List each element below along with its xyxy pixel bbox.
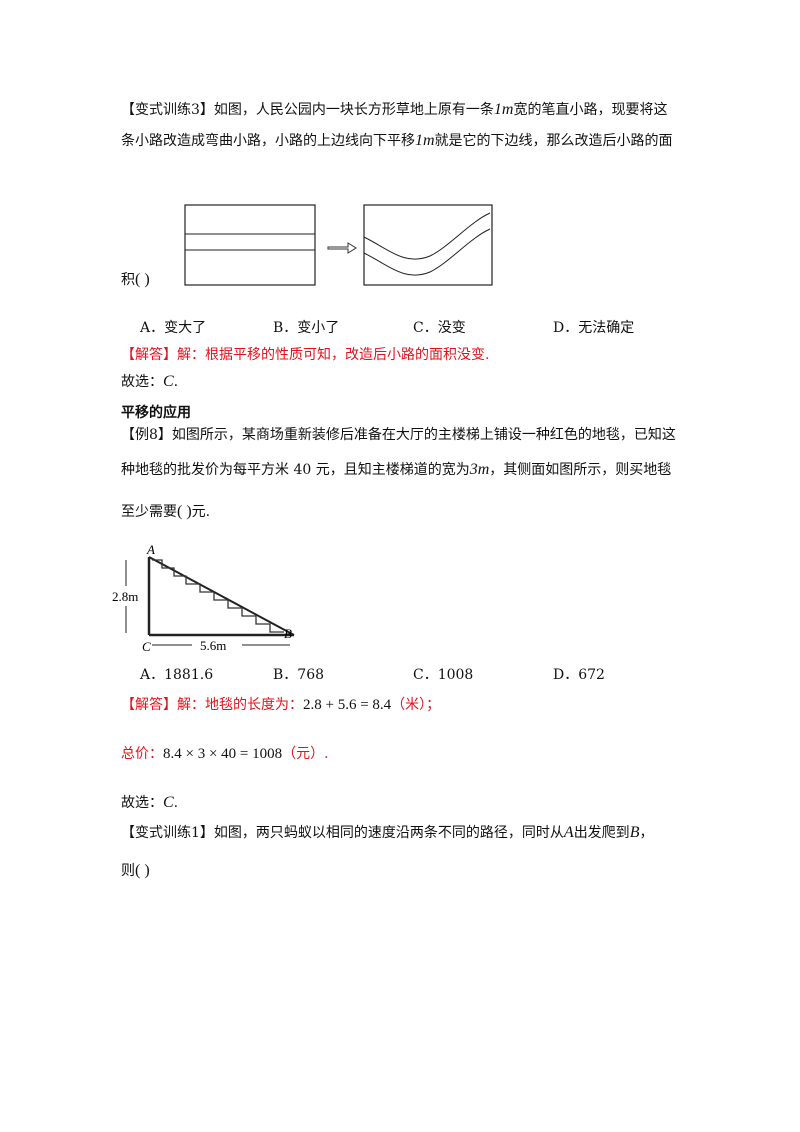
choice-label: 故选： <box>121 795 163 811</box>
total-label: 总价： <box>121 746 163 762</box>
unit-1m: 1m <box>415 132 435 149</box>
path-transformation-figure <box>184 204 493 286</box>
right-arrow-icon <box>327 242 357 254</box>
option-a: A．变大了 <box>140 320 207 336</box>
point-b: B <box>629 824 640 841</box>
curved-path-bottom <box>363 228 491 276</box>
exercise3-choice: 故选：C. <box>121 372 178 392</box>
exercise3-line2: 条小路改造成弯曲小路，小路的上边线向下平移1m就是它的下边线，那么改造后小路的面 <box>121 131 673 151</box>
example8-line1: 【例8】如图所示，某商场重新装修后准备在大厅的主楼梯上铺设一种红色的地毯，已知这 <box>121 427 676 443</box>
choice-suffix: . <box>173 795 179 811</box>
answer-blank: ( ) <box>135 862 150 879</box>
unit-3m: 3m <box>469 461 490 478</box>
example8-text: 种地毯的批发价为每平方米 40 元，且知主楼梯道的宽为 <box>121 462 470 478</box>
exercise1-text: 出发爬到 <box>573 825 630 841</box>
exercise3-text: 宽的笔直小路，现要将这 <box>513 102 668 118</box>
option-a: A．1881.6 <box>140 667 214 683</box>
label-b: B <box>284 626 292 641</box>
exercise3-answer: 【解答】解：根据平移的性质可知，改造后小路的面积没变. <box>121 347 490 363</box>
exercise3-text: 【变式训练3】如图，人民公园内一块长方形草地上原有一条 <box>121 102 494 118</box>
point-a: A <box>563 824 574 841</box>
option-d: D．无法确定 <box>553 320 635 336</box>
exercise3-text: 条小路改造成弯曲小路，小路的上边线向下平移 <box>121 133 415 149</box>
example8-total: 总价：8.4 × 3 × 40 = 1008（元）. <box>121 744 329 764</box>
option-c: C．没变 <box>413 320 466 336</box>
choice-letter: C <box>163 794 174 811</box>
original-lawn-rect <box>184 204 316 286</box>
length-expression: 2.8 + 5.6 = 8.4 <box>303 697 392 713</box>
exercise1-line2: 则( ) <box>121 861 150 881</box>
option-d: D．672 <box>553 667 605 683</box>
total-expression: 8.4 × 3 × 40 = 1008 <box>163 746 283 762</box>
option-c: C．1008 <box>413 667 474 683</box>
exercise3-line3: 积( ) <box>121 270 150 290</box>
option-b: B．768 <box>273 667 325 683</box>
slope-line <box>148 556 295 636</box>
example8-line3: 至少需要( )元. <box>121 502 210 522</box>
exercise3-text: 就是它的下边线，那么改造后小路的面 <box>434 133 673 149</box>
exercise3-line1: 【变式训练3】如图，人民公园内一块长方形草地上原有一条1m宽的笔直小路，现要将这 <box>121 100 667 120</box>
example8-choice: 故选：C. <box>121 793 178 813</box>
total-unit: （元）. <box>282 746 329 762</box>
example8-text: 至少需要 <box>121 504 177 520</box>
answer-blank: ( ) <box>135 271 150 288</box>
label-base: 5.6m <box>200 638 226 653</box>
modified-lawn-rect <box>363 204 493 286</box>
exercise1-line1: 【变式训练1】如图，两只蚂蚁以相同的速度沿两条不同的路径，同时从A出发爬到B， <box>121 823 653 843</box>
answer-blank: ( ) <box>177 503 192 520</box>
section-title: 平移的应用 <box>121 405 191 421</box>
label-c: C <box>142 639 151 654</box>
example8-text: ，其侧面如图所示，则买地毯 <box>489 462 672 478</box>
example8-text: 元. <box>191 504 211 520</box>
example8-answer: 【解答】解：地毯的长度为：2.8 + 5.6 = 8.4（米）； <box>121 695 440 715</box>
choice-letter: C <box>163 373 174 390</box>
label-height: 2.8m <box>112 589 138 604</box>
option-b: B．变小了 <box>273 320 340 336</box>
staircase-figure: A B C 2.8m 5.6m <box>112 542 295 654</box>
curved-path-top <box>363 212 491 260</box>
exercise1-text: ， <box>639 825 654 841</box>
exercise1-text: 则 <box>121 863 135 879</box>
choice-label: 故选： <box>121 374 163 390</box>
answer-unit: （米）； <box>391 697 441 713</box>
example8-line2: 种地毯的批发价为每平方米 40 元，且知主楼梯道的宽为3m，其侧面如图所示，则买… <box>121 460 671 480</box>
unit-1m: 1m <box>493 101 514 118</box>
label-a: A <box>146 542 155 557</box>
choice-suffix: . <box>173 374 179 390</box>
stair-steps <box>152 559 284 633</box>
exercise1-text: 【变式训练1】如图，两只蚂蚁以相同的速度沿两条不同的路径，同时从 <box>121 825 564 841</box>
answer-label: 【解答】解：地毯的长度为： <box>121 697 303 713</box>
exercise3-text: 积 <box>121 272 135 288</box>
